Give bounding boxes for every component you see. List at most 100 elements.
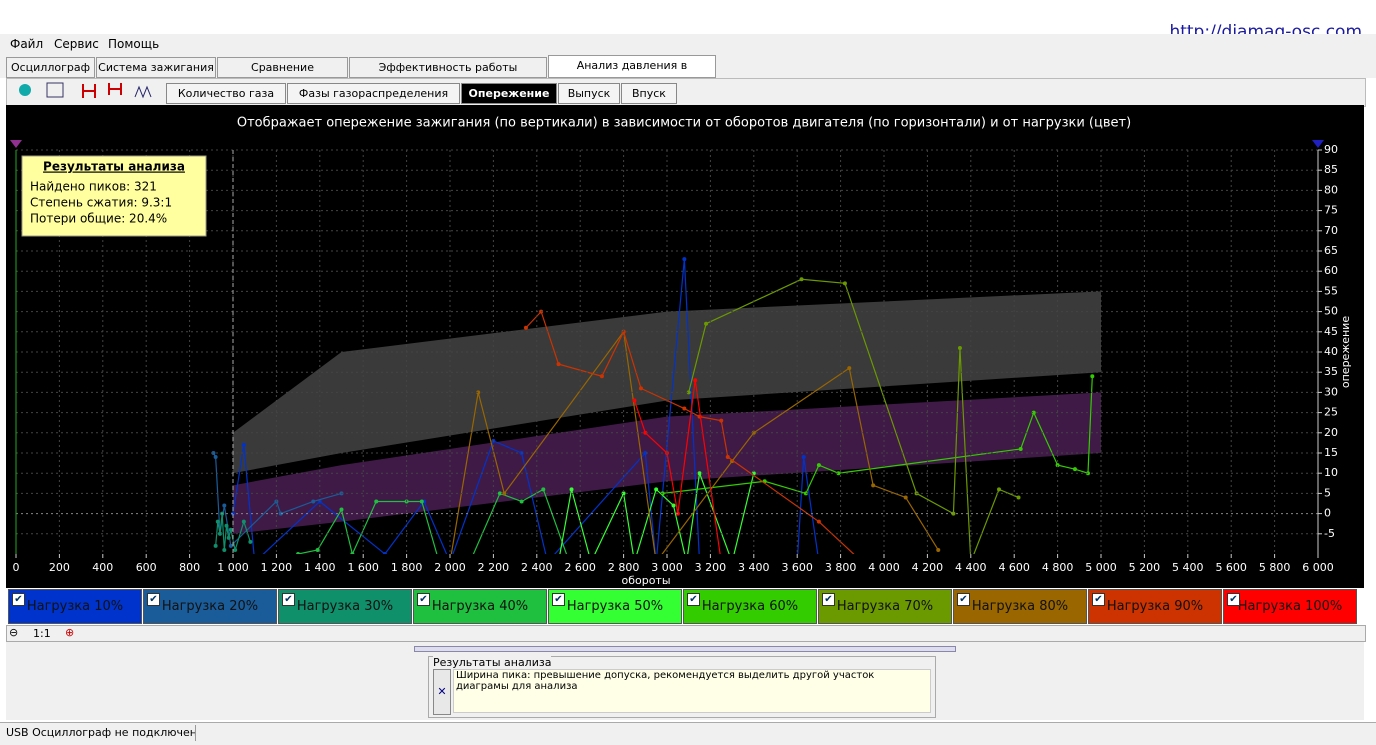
legend-item[interactable]: ✔ Нагрузка 10%	[8, 589, 142, 624]
x-tick-label: 3 200	[695, 561, 727, 574]
point	[226, 535, 231, 540]
toolbar-icons	[19, 82, 152, 99]
legend-label: Нагрузка 100%	[1237, 599, 1343, 614]
legend-checkbox[interactable]: ✔	[552, 593, 565, 606]
point	[217, 531, 222, 536]
y-tick-label: 35	[1324, 365, 1338, 378]
point	[671, 503, 676, 508]
x-tick-label: 4 400	[955, 561, 987, 574]
point	[643, 430, 648, 435]
sub-tab[interactable]: Количество газа	[166, 83, 286, 104]
y-tick-label: 15	[1324, 446, 1338, 459]
point	[842, 281, 847, 286]
legend-checkbox[interactable]: ✔	[12, 593, 25, 606]
tab[interactable]: Сравнение цилиндров	[217, 57, 348, 93]
menu-bar: Файл Сервис Помощь	[0, 34, 1376, 54]
legend-item[interactable]: ✔ Нагрузка 30%	[278, 589, 412, 624]
zoom-out[interactable]: ⊖	[9, 626, 19, 639]
y-tick-label: 65	[1324, 244, 1338, 257]
marker	[10, 140, 22, 148]
point	[222, 503, 227, 508]
tab[interactable]: Система зажигания	[96, 57, 216, 78]
legend-checkbox[interactable]: ✔	[282, 593, 295, 606]
tab[interactable]: Осциллограф	[6, 57, 95, 78]
y-tick-label: 80	[1324, 183, 1338, 196]
sub-tab-active[interactable]: Опережение	[461, 83, 557, 104]
icon[interactable]	[19, 84, 31, 96]
menu-item[interactable]: Файл	[10, 37, 44, 51]
legend-item[interactable]: ✔ Нагрузка 70%	[818, 589, 952, 624]
zoom-in[interactable]: ⊕	[65, 626, 75, 639]
point	[350, 552, 355, 554]
point	[248, 539, 253, 544]
point	[704, 321, 709, 326]
x-tick-label: 2 800	[608, 561, 640, 574]
legend-checkbox[interactable]: ✔	[687, 593, 700, 606]
legend-checkbox[interactable]: ✔	[1092, 593, 1105, 606]
menu-item[interactable]: Сервис	[54, 37, 99, 51]
x-axis-label: обороты	[621, 574, 670, 587]
y-tick-label: 30	[1324, 385, 1338, 398]
legend-checkbox[interactable]: ✔	[417, 593, 430, 606]
legend-checkbox[interactable]: ✔	[147, 593, 160, 606]
icon[interactable]	[134, 85, 152, 99]
sub-tab[interactable]: Выпуск	[558, 83, 620, 104]
point	[682, 257, 687, 262]
x-tick-label: 400	[92, 561, 113, 574]
legend-item[interactable]: ✔ Нагрузка 20%	[143, 589, 277, 624]
legend-label: Нагрузка 40%	[431, 599, 529, 614]
point	[801, 455, 806, 460]
point	[1016, 495, 1021, 500]
series-line	[633, 380, 721, 554]
sub-tab[interactable]: Впуск	[621, 83, 677, 104]
x-tick-label: 5 600	[1215, 561, 1247, 574]
legend-item[interactable]: ✔ Нагрузка 50%	[548, 589, 682, 624]
info-box-title: Результаты анализа	[43, 160, 185, 174]
point	[751, 430, 756, 435]
menu-item[interactable]: Помощь	[108, 37, 160, 51]
icon[interactable]	[108, 83, 122, 95]
x-tick-label: 2 000	[434, 561, 466, 574]
splitter[interactable]	[414, 646, 956, 652]
legend-item[interactable]: ✔ Нагрузка 100%	[1223, 589, 1357, 624]
icon[interactable]	[82, 84, 96, 98]
point	[497, 491, 502, 496]
sub-tab[interactable]: Фазы газораспределения	[287, 83, 460, 104]
legend-item[interactable]: ✔ Нагрузка 90%	[1088, 589, 1222, 624]
x-tick-label: 5 000	[1085, 561, 1117, 574]
point	[816, 519, 821, 524]
legend-checkbox[interactable]: ✔	[1227, 593, 1240, 606]
legend-label: Нагрузка 60%	[701, 599, 799, 614]
point	[419, 499, 424, 504]
x-tick-label: 3 600	[781, 561, 813, 574]
point	[224, 523, 229, 528]
icon[interactable]	[46, 82, 64, 98]
point	[215, 519, 220, 524]
marker	[1312, 140, 1324, 148]
legend-item[interactable]: ✔ Нагрузка 60%	[683, 589, 817, 624]
close-button[interactable]: ✕	[433, 669, 451, 715]
title-area	[0, 0, 1376, 32]
legend-item[interactable]: ✔ Нагрузка 40%	[413, 589, 547, 624]
legend-checkbox[interactable]: ✔	[822, 593, 835, 606]
point	[311, 499, 316, 504]
legend-item[interactable]: ✔ Нагрузка 80%	[953, 589, 1087, 624]
point	[519, 499, 524, 504]
point	[654, 487, 659, 492]
y-tick-label: 60	[1324, 264, 1338, 277]
chart: Отображает опережение зажигания (по верт…	[6, 105, 1364, 588]
point	[228, 527, 233, 532]
point	[621, 491, 626, 496]
tab-active[interactable]: Анализ давления в цилиндре	[548, 55, 716, 91]
point	[697, 471, 702, 476]
y-tick-label: 45	[1324, 325, 1338, 338]
point	[643, 451, 648, 455]
point	[523, 325, 528, 330]
point	[871, 483, 876, 488]
zoom-label[interactable]: 1:1	[33, 627, 51, 640]
tab[interactable]: Эффективность работы цилиндров	[349, 57, 547, 93]
info-box-bg	[21, 155, 207, 237]
legend-checkbox[interactable]: ✔	[957, 593, 970, 606]
x-tick-label: 5 200	[1129, 561, 1161, 574]
